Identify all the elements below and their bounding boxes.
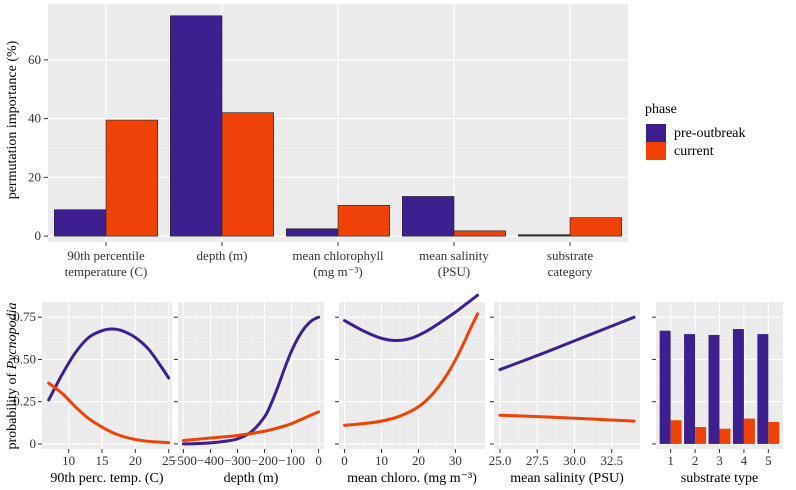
temp-x-tick-label: 15 xyxy=(96,453,109,468)
importance-bar-current-2 xyxy=(221,112,274,237)
temp-x-tick-label: 25 xyxy=(162,453,175,468)
importance-bar-current-1 xyxy=(105,119,158,237)
legend-label-pre-outbreak: pre-outbreak xyxy=(674,126,746,141)
depth-x-tick-label: −400 xyxy=(197,453,224,468)
temp-x-tick-label: 10 xyxy=(62,453,75,468)
importance-bar-pre-outbreak-5 xyxy=(518,234,571,237)
temp-plot-panel xyxy=(42,302,172,449)
temp-x-axis-title: 90th perc. temp. (C) xyxy=(50,471,163,486)
substrate-x-tick-label: 4 xyxy=(741,453,748,468)
depth-x-tick-label: −300 xyxy=(224,453,251,468)
legend-swatch-current xyxy=(646,142,666,160)
depth-x-tick-label: −100 xyxy=(278,453,305,468)
chloro-line-pre-outbreak xyxy=(343,293,480,343)
depth-x-tick-label: 0 xyxy=(315,453,322,468)
importance-category-label: depth (m) xyxy=(197,248,248,263)
substrate-x-tick-label: 5 xyxy=(765,453,772,468)
importance-category-label: substrate xyxy=(547,248,593,263)
temp-response-panel: 0 0.25 0.50 0.75 10 15 20 25 90th perc. temp. (C… xyxy=(13,302,175,486)
salinity-x-axis-title: mean salinity (PSU) xyxy=(510,471,624,486)
importance-category-label: mean salinity xyxy=(419,248,489,263)
importance-bar-pre-outbreak-3 xyxy=(286,228,339,237)
importance-y-tick-label: 0 xyxy=(35,228,42,243)
legend: phase pre-outbreak current xyxy=(645,102,746,160)
temp-x-tick-label: 20 xyxy=(129,453,142,468)
salinity-response-panel: 25.0 27.5 30.0 32.5 mean salinity (PSU) xyxy=(489,302,640,486)
importance-bar-pre-outbreak-4 xyxy=(402,196,455,237)
depth-x-tick-label: −200 xyxy=(251,453,278,468)
depth-response-panel: −500 −400 −300 −200 −100 0 depth (m) xyxy=(170,302,324,486)
salinity-x-tick-label: 25.0 xyxy=(489,453,512,468)
temp-y-tick-label: 0.25 xyxy=(13,394,36,409)
salinity-x-tick-label: 27.5 xyxy=(526,453,549,468)
importance-bar-pre-outbreak-1 xyxy=(54,209,107,237)
chloro-x-tick-label: 20 xyxy=(412,453,425,468)
chloro-x-tick-label: 0 xyxy=(341,453,348,468)
substrate-x-tick-label: 1 xyxy=(667,453,674,468)
substrate-bar-current-4 xyxy=(743,418,755,444)
importance-y-axis-title: permutation importance (%) xyxy=(5,40,20,199)
probability-y-axis-title: probability of Pycnopodia xyxy=(5,303,20,450)
substrate-bar-current-5 xyxy=(768,421,780,444)
substrate-bar-pre-outbreak-5 xyxy=(757,334,769,444)
depth-x-axis-title: depth (m) xyxy=(224,471,279,486)
importance-y-tick-label: 20 xyxy=(28,169,41,184)
importance-bar-pre-outbreak-2 xyxy=(170,15,223,237)
chloro-x-axis-title: mean chloro. (mg m⁻³) xyxy=(347,471,477,486)
importance-category-label: 90th percentile xyxy=(67,248,145,263)
substrate-bar-pre-outbreak-1 xyxy=(659,330,671,444)
salinity-x-tick-label: 32.5 xyxy=(600,453,623,468)
importance-category-label: category xyxy=(548,264,593,279)
salinity-x-tick-label: 30.0 xyxy=(563,453,586,468)
substrate-response-panel: 1 2 3 4 5 substrate type xyxy=(652,302,783,486)
substrate-bar-pre-outbreak-4 xyxy=(732,329,744,444)
legend-swatch-pre-outbreak xyxy=(646,124,666,142)
substrate-bar-pre-outbreak-2 xyxy=(684,334,696,444)
depth-line-pre-outbreak xyxy=(181,315,321,446)
chloro-x-tick-label: 10 xyxy=(375,453,388,468)
substrate-bar-current-1 xyxy=(670,420,682,444)
substrate-x-tick-label: 2 xyxy=(692,453,699,468)
salinity-line-pre-outbreak xyxy=(498,315,636,372)
chloro-plot-panel xyxy=(339,302,485,449)
temp-line-current xyxy=(47,381,171,445)
temp-y-tick-label: 0.50 xyxy=(13,351,36,366)
temp-line-pre-outbreak xyxy=(47,327,171,402)
substrate-bar-current-2 xyxy=(695,427,707,444)
depth-line-current xyxy=(181,410,321,443)
chloro-x-tick-label: 30 xyxy=(449,453,462,468)
importance-category-label: (mg m⁻³) xyxy=(313,264,362,279)
substrate-x-tick-label: 3 xyxy=(716,453,723,468)
importance-bar-current-4 xyxy=(453,230,506,237)
substrate-bar-current-3 xyxy=(719,428,731,444)
importance-y-tick-label: 60 xyxy=(28,52,41,67)
importance-category-label: mean chlorophyll xyxy=(292,248,384,263)
temp-y-tick-label: 0.75 xyxy=(13,309,36,324)
chloro-line-current xyxy=(343,312,480,427)
importance-bar-current-3 xyxy=(337,204,390,237)
substrate-x-axis-title: substrate type xyxy=(681,471,758,486)
importance-category-label: (PSU) xyxy=(438,264,471,279)
importance-bar-current-5 xyxy=(569,217,622,237)
substrate-bar-pre-outbreak-3 xyxy=(708,334,720,444)
legend-title: phase xyxy=(645,102,677,117)
importance-y-tick-label: 40 xyxy=(28,111,41,126)
chlorophyll-response-panel: 0 10 20 30 mean chloro. (mg m⁻³) xyxy=(335,293,485,486)
temp-y-tick-label: 0 xyxy=(30,436,37,451)
legend-label-current: current xyxy=(674,144,714,159)
depth-x-tick-label: −500 xyxy=(170,453,197,468)
salinity-line-current xyxy=(498,413,636,423)
importance-category-label: temperature (C) xyxy=(65,264,148,279)
